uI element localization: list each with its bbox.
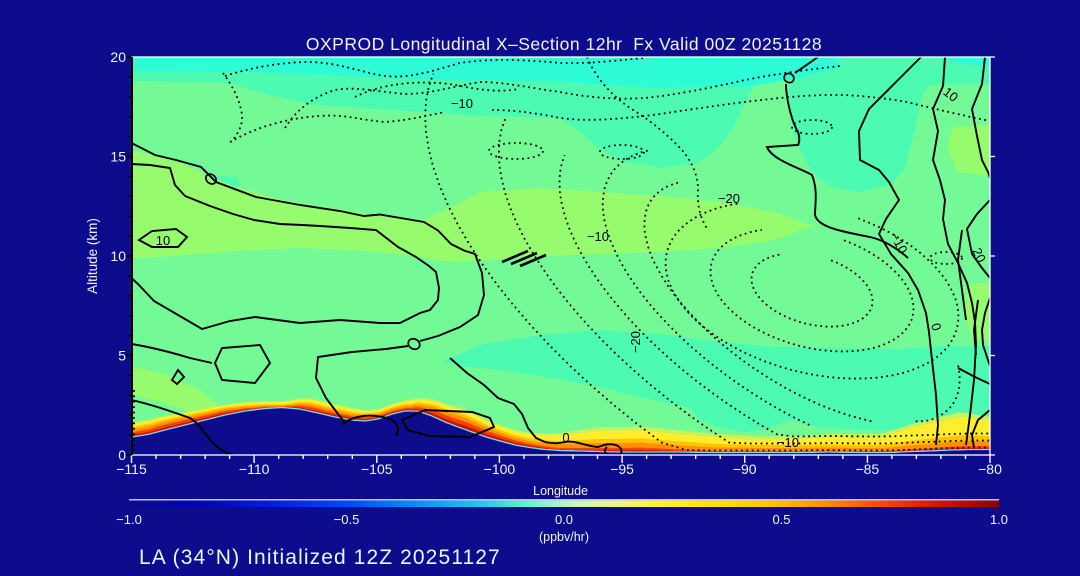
svg-text:−110: −110 [239,461,270,477]
svg-text:−1.0: −1.0 [116,512,142,527]
svg-text:Altitude (km): Altitude (km) [85,218,100,294]
svg-text:−100: −100 [484,461,516,477]
svg-text:−0.5: −0.5 [334,512,360,527]
svg-text:−95: −95 [610,461,634,477]
svg-text:0: 0 [118,447,126,463]
svg-text:−20: −20 [628,331,643,353]
svg-text:−90: −90 [733,461,757,477]
svg-text:−115: −115 [116,461,147,477]
svg-text:0: 0 [928,321,944,332]
svg-text:(ppbv/hr): (ppbv/hr) [539,530,589,544]
svg-text:0: 0 [562,430,569,445]
svg-text:20: 20 [969,245,989,264]
svg-text:−105: −105 [361,461,393,477]
svg-text:20: 20 [110,49,126,65]
svg-text:5: 5 [118,348,126,364]
svg-text:−10: −10 [587,229,609,244]
svg-text:10: 10 [156,233,170,248]
svg-text:−80: −80 [978,461,1002,477]
svg-text:10: 10 [110,248,126,264]
svg-text:−85: −85 [855,461,879,477]
svg-text:−10: −10 [777,435,799,450]
svg-text:OXPROD Longitudinal X–Section: OXPROD Longitudinal X–Section 12hr Fx Va… [306,34,822,54]
svg-text:15: 15 [110,149,126,165]
svg-text:LA (34°N) Initialized 12Z 2025: LA (34°N) Initialized 12Z 20251127 [139,546,501,569]
svg-text:−20: −20 [718,191,740,206]
svg-text:1.0: 1.0 [990,512,1008,527]
svg-text:−10: −10 [451,96,473,111]
svg-text:0.5: 0.5 [772,512,790,527]
svg-text:Longitude: Longitude [533,484,588,498]
svg-text:0.0: 0.0 [555,512,573,527]
